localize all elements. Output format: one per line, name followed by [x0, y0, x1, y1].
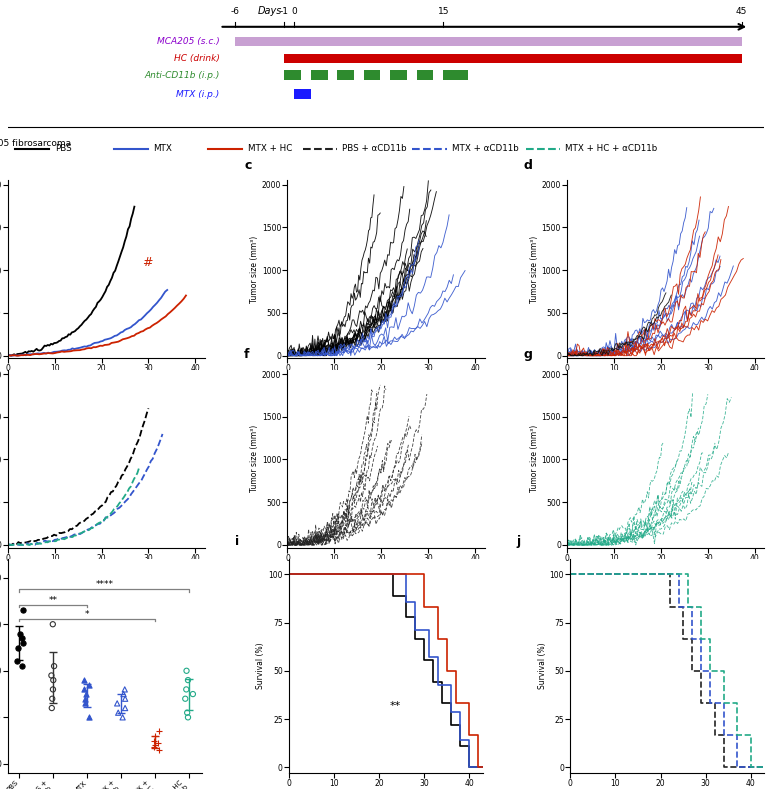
Text: PBS + αCD11b: PBS + αCD11b	[342, 144, 407, 153]
Point	[14, 627, 26, 640]
Text: PBS: PBS	[55, 144, 71, 153]
Text: **: **	[390, 701, 401, 711]
Point	[119, 693, 131, 705]
Point	[16, 632, 29, 645]
Point	[16, 660, 29, 672]
Text: i: i	[235, 536, 239, 548]
Point	[179, 693, 191, 705]
Point	[117, 711, 129, 724]
Point	[180, 683, 192, 696]
Text: 0: 0	[292, 7, 297, 17]
Text: Days: Days	[257, 6, 282, 17]
Text: ****: ****	[95, 580, 113, 589]
Text: MCA205 fibrosarcoma: MCA205 fibrosarcoma	[0, 140, 71, 148]
X-axis label: Days post-chemotherapy: Days post-chemotherapy	[58, 376, 154, 385]
Y-axis label: Survival (%): Survival (%)	[256, 643, 266, 690]
Point	[83, 679, 95, 691]
Y-axis label: Tumor size (mm³): Tumor size (mm³)	[530, 236, 539, 303]
Point	[17, 604, 29, 616]
Text: MTX + HC: MTX + HC	[248, 144, 292, 153]
Bar	[391, 70, 407, 80]
Text: MCA205 (s.c.): MCA205 (s.c.)	[157, 37, 219, 46]
Point	[147, 735, 160, 747]
Point	[181, 706, 193, 719]
Point	[46, 618, 59, 630]
Point	[12, 641, 24, 654]
Bar	[417, 70, 433, 80]
Y-axis label: Tumor size (mm³): Tumor size (mm³)	[530, 425, 539, 492]
Point	[112, 706, 124, 719]
Point	[182, 711, 195, 724]
Text: c: c	[244, 159, 252, 171]
Y-axis label: Survival (%): Survival (%)	[538, 643, 547, 690]
Y-axis label: Tumor size (mm³): Tumor size (mm³)	[250, 236, 259, 303]
Point	[78, 683, 90, 696]
Point	[10, 655, 22, 667]
Bar	[451, 70, 468, 80]
Text: -1: -1	[280, 7, 289, 17]
Point	[80, 688, 92, 701]
Point	[151, 737, 164, 750]
Point	[149, 730, 161, 742]
Text: *: *	[85, 610, 90, 619]
Text: **: **	[49, 596, 58, 605]
Text: MTX: MTX	[153, 144, 172, 153]
X-axis label: Days post-chemotherapy: Days post-chemotherapy	[618, 566, 714, 574]
Text: d: d	[524, 159, 533, 171]
Bar	[284, 70, 301, 80]
X-axis label: Days post-chemotherapy: Days post-chemotherapy	[338, 376, 434, 385]
Point	[149, 739, 161, 752]
Point	[16, 637, 29, 649]
Text: 45: 45	[736, 7, 747, 17]
Text: MTX (i.p.): MTX (i.p.)	[176, 89, 219, 99]
Bar	[311, 70, 327, 80]
Bar	[364, 70, 381, 80]
Text: Anti-CD11b (i.p.): Anti-CD11b (i.p.)	[144, 71, 219, 80]
Point	[181, 664, 193, 677]
Point	[83, 711, 96, 724]
Point	[187, 688, 199, 701]
Text: 15: 15	[438, 7, 449, 17]
Point	[111, 697, 124, 709]
Point	[79, 697, 91, 709]
Text: f: f	[244, 348, 249, 361]
X-axis label: Days post-chemotherapy: Days post-chemotherapy	[338, 566, 434, 574]
Point	[147, 741, 160, 753]
Point	[47, 674, 59, 686]
Text: #: #	[142, 256, 152, 269]
Point	[182, 674, 195, 686]
Point	[117, 688, 130, 701]
Point	[153, 725, 165, 738]
Point	[48, 660, 60, 672]
Bar	[337, 70, 354, 80]
Text: -6: -6	[230, 7, 239, 17]
Point	[77, 674, 90, 686]
Bar	[294, 89, 311, 99]
Point	[119, 701, 131, 714]
X-axis label: Days post-chemotherapy: Days post-chemotherapy	[618, 376, 714, 385]
X-axis label: Days post-chemotherapy: Days post-chemotherapy	[58, 566, 154, 574]
Point	[46, 693, 59, 705]
Point	[119, 683, 131, 696]
Text: HC (drink): HC (drink)	[174, 54, 219, 63]
Point	[79, 693, 91, 705]
Text: MTX + HC + αCD11b: MTX + HC + αCD11b	[565, 144, 658, 153]
Text: MTX + αCD11b: MTX + αCD11b	[452, 144, 519, 153]
Text: j: j	[516, 536, 520, 548]
Bar	[443, 70, 460, 80]
Point	[46, 669, 58, 682]
Point	[46, 701, 58, 714]
Point	[153, 743, 165, 756]
Y-axis label: Tumor size (mm³): Tumor size (mm³)	[250, 425, 259, 492]
Point	[47, 683, 59, 696]
Text: g: g	[524, 348, 533, 361]
